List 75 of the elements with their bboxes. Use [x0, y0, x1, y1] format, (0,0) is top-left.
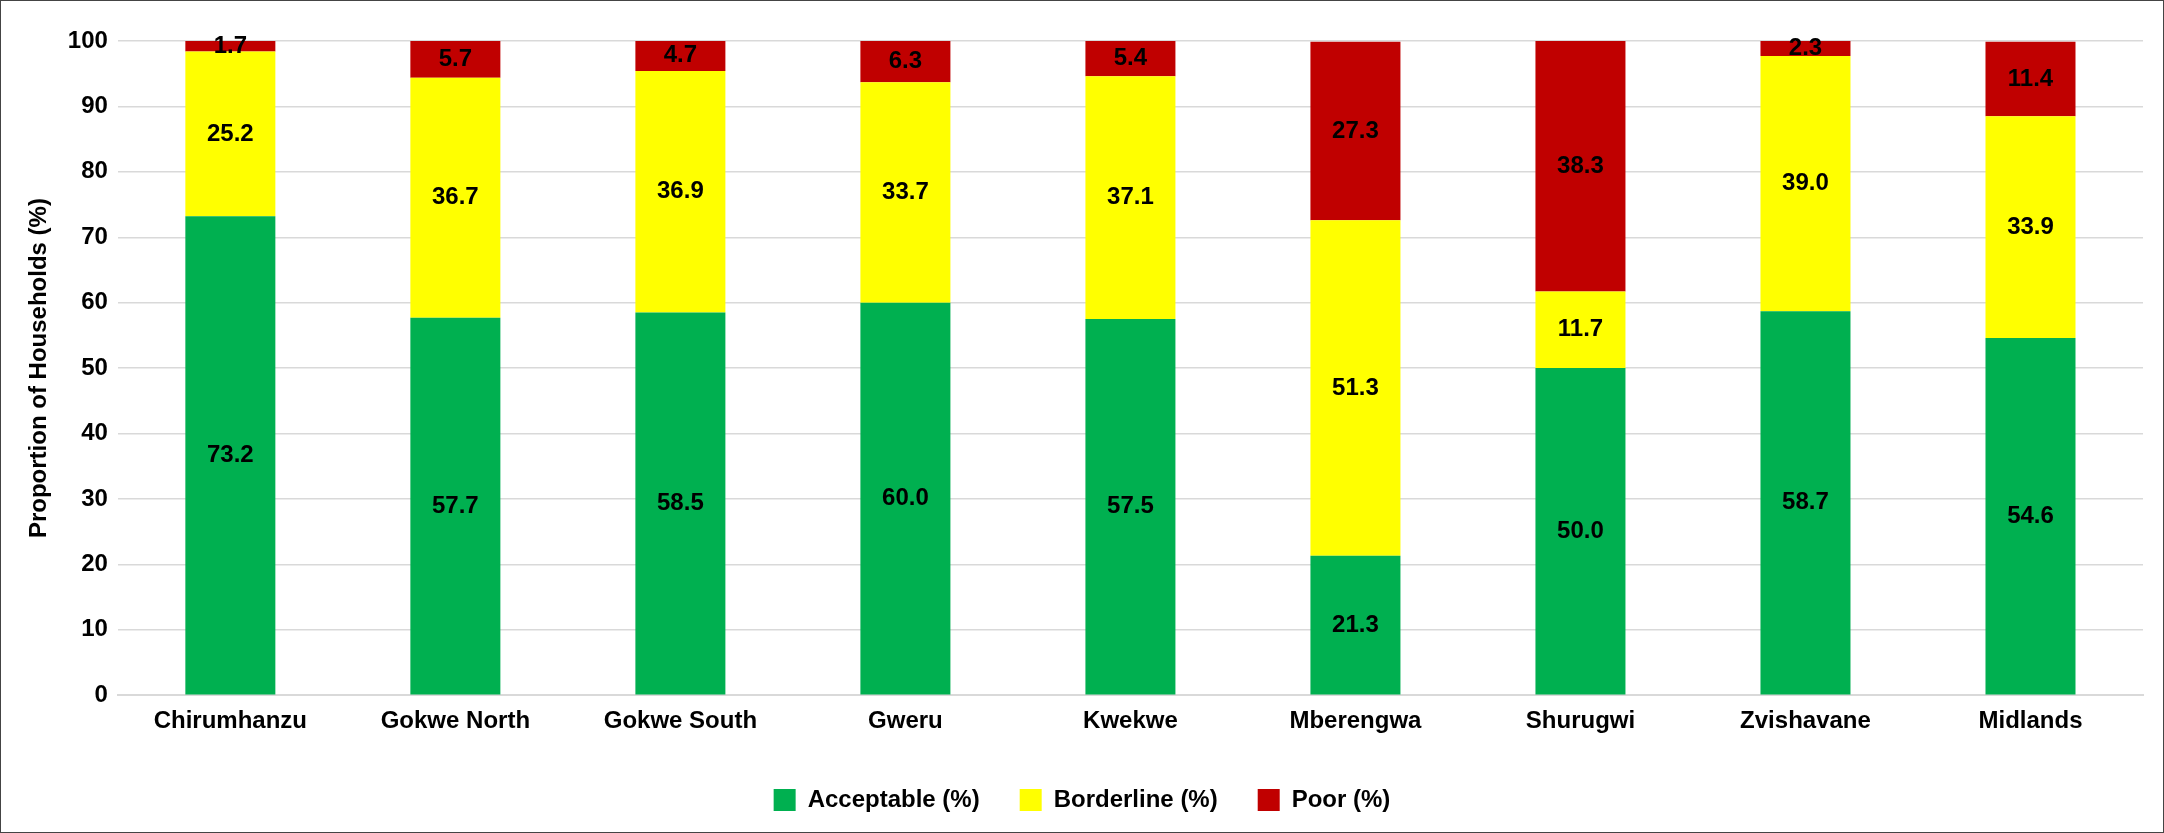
bar: [1310, 555, 1401, 695]
y-tick-label: 90: [81, 91, 108, 119]
x-tick-label: Kwekwe: [1083, 706, 1178, 734]
data-label: 54.6: [2007, 500, 2054, 528]
legend-label: Borderline (%): [1053, 784, 1218, 812]
data-label: 73.2: [206, 440, 254, 468]
data-label: 37.1: [1107, 182, 1154, 210]
data-label: 38.3: [1557, 150, 1604, 178]
data-label: 51.3: [1332, 372, 1379, 400]
data-label: 11.7: [1557, 314, 1604, 342]
y-tick-label: 60: [81, 287, 108, 315]
bar: [410, 77, 501, 318]
bar: [1085, 41, 1176, 77]
bar: [1085, 76, 1176, 320]
data-label: 39.0: [1782, 168, 1829, 196]
y-tick-label: 80: [81, 156, 108, 184]
x-tick-label: Gokwe North: [380, 706, 531, 734]
y-tick-label: 40: [81, 418, 108, 446]
bar: [860, 41, 951, 83]
data-label: 2.3: [1788, 33, 1823, 61]
x-tick-label: Mberengwa: [1289, 706, 1423, 734]
data-label: 33.7: [882, 177, 929, 205]
data-label: 27.3: [1332, 115, 1379, 143]
x-tick-label: Zvishavane: [1740, 706, 1871, 734]
bar: [410, 317, 501, 695]
x-tick-label: Gokwe South: [603, 706, 758, 734]
data-label: 6.3: [888, 46, 923, 74]
x-tick-label: Midlands: [1978, 706, 2083, 734]
data-label: 57.7: [432, 490, 479, 518]
data-label: 25.2: [206, 118, 254, 146]
data-label: 33.9: [2007, 211, 2054, 239]
data-label: 21.3: [1332, 609, 1379, 637]
bar: [860, 302, 951, 695]
bar: [1985, 116, 2076, 339]
y-tick-label: 50: [81, 352, 108, 380]
y-axis-title: Proportion of Households (%): [24, 198, 52, 539]
legend-label: Acceptable (%): [807, 784, 980, 812]
y-tick-label: 100: [67, 25, 108, 53]
data-label: 58.5: [657, 488, 704, 516]
bar: [1310, 41, 1401, 221]
bar: [1310, 220, 1401, 556]
bar: [1535, 41, 1626, 292]
y-tick-label: 70: [81, 221, 108, 249]
data-label: 36.9: [657, 176, 704, 204]
y-tick-label: 20: [81, 548, 108, 576]
data-label: 5.4: [1113, 43, 1148, 71]
bar: [1760, 311, 1851, 695]
legend-label: Poor (%): [1291, 784, 1391, 812]
data-label: 5.7: [438, 43, 473, 71]
bar: [635, 41, 726, 72]
data-label: 4.7: [663, 40, 698, 68]
data-label: 36.7: [432, 182, 479, 210]
bar: [1085, 319, 1176, 695]
x-tick-label: Shurugwi: [1525, 706, 1636, 734]
bar: [635, 312, 726, 695]
x-tick-label: Chirumhanzu: [153, 706, 308, 734]
bar: [1985, 41, 2076, 117]
data-label: 60.0: [882, 483, 929, 511]
bar: [410, 41, 501, 78]
x-tick-label: Gweru: [868, 706, 943, 734]
bar: [185, 51, 276, 217]
bar: [635, 71, 726, 313]
y-tick-label: 30: [81, 483, 108, 511]
bar: [1535, 291, 1626, 369]
data-label: 11.4: [2007, 63, 2054, 91]
bar: [1760, 56, 1851, 312]
data-label: 58.7: [1782, 487, 1829, 515]
bar: [860, 82, 951, 303]
bar: [185, 216, 276, 695]
data-label: 50.0: [1557, 515, 1604, 543]
data-label: 57.5: [1107, 491, 1154, 519]
bar: [1985, 338, 2076, 695]
y-tick-label: 10: [81, 614, 108, 642]
y-tick-label: 0: [94, 679, 108, 707]
bar: [1535, 368, 1626, 695]
